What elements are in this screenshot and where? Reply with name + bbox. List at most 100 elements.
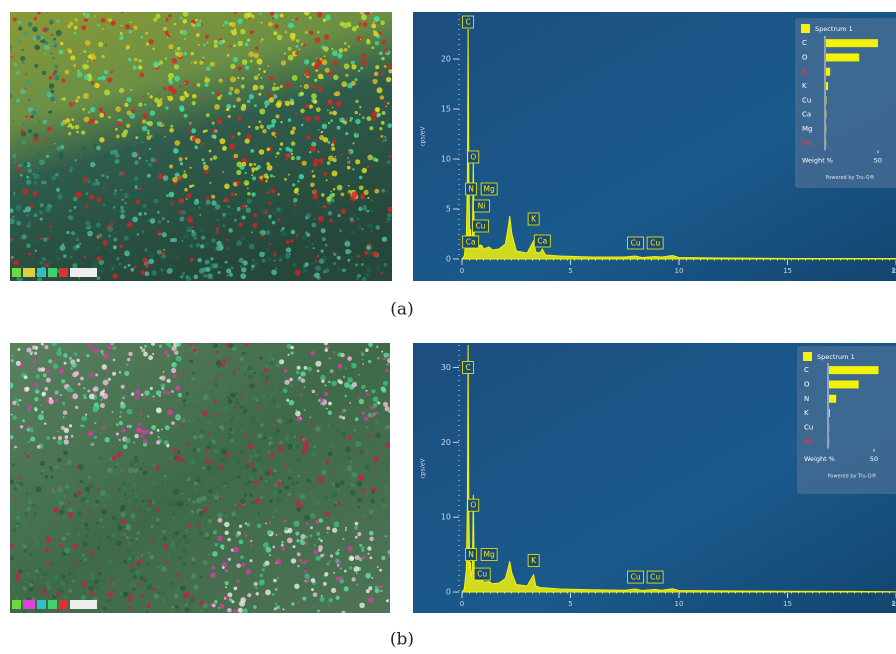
map-speck (89, 461, 91, 463)
map-speck (104, 191, 106, 193)
map-speck (271, 189, 275, 193)
map-speck (381, 351, 383, 353)
map-speck (350, 557, 353, 560)
map-speck (336, 428, 339, 431)
map-speck (49, 467, 52, 470)
map-speck (292, 19, 294, 21)
map-speck (97, 24, 100, 27)
map-speck (90, 571, 94, 575)
map-speck (224, 511, 227, 514)
map-speck (269, 76, 273, 80)
map-speck (237, 181, 241, 185)
map-speck (237, 116, 242, 121)
map-speck (11, 556, 15, 560)
map-speck (368, 597, 374, 603)
map-speck (274, 136, 276, 138)
map-speck (276, 559, 281, 564)
map-speck (302, 161, 307, 166)
map-speck (372, 251, 378, 257)
map-speck (72, 580, 75, 583)
map-speck (387, 160, 391, 164)
map-speck (184, 38, 186, 40)
map-speck (94, 15, 96, 17)
map-speck (69, 215, 74, 220)
map-speck (182, 210, 186, 214)
map-speck (225, 531, 229, 535)
map-speck (193, 435, 198, 440)
map-speck (349, 566, 353, 570)
map-speck (126, 549, 131, 554)
map-speck (82, 64, 88, 70)
map-speck (143, 113, 148, 118)
map-speck (231, 192, 235, 196)
map-speck (251, 192, 255, 196)
map-speck (217, 119, 222, 124)
map-speck (138, 423, 141, 426)
map-speck (66, 382, 68, 384)
map-speck (332, 139, 336, 143)
map-speck (144, 345, 147, 348)
map-speck (306, 522, 309, 525)
map-speck (332, 50, 338, 56)
map-speck (315, 426, 321, 432)
map-speck (182, 561, 187, 566)
map-speck (33, 192, 38, 197)
map-speck (318, 87, 323, 92)
map-speck (272, 17, 274, 19)
map-speck (120, 519, 125, 524)
map-speck (332, 158, 336, 162)
legend-label: Spectrum 1 (817, 353, 855, 361)
map-speck (20, 425, 23, 428)
map-speck (48, 502, 53, 507)
map-speck (352, 454, 354, 456)
map-speck (110, 150, 114, 154)
map-speck (101, 609, 103, 611)
map-speck (103, 504, 107, 508)
map-speck (331, 492, 336, 497)
map-speck (165, 18, 169, 22)
map-speck (128, 597, 133, 602)
map-speck (344, 382, 350, 388)
map-speck (288, 118, 292, 122)
map-speck (192, 500, 195, 503)
map-speck (322, 78, 324, 80)
map-speck (293, 545, 296, 548)
map-speck (368, 360, 371, 363)
map-speck (231, 600, 234, 603)
map-speck (32, 360, 36, 364)
map-speck (331, 381, 337, 387)
map-speck (305, 535, 308, 538)
map-speck (184, 233, 190, 239)
map-speck (375, 159, 378, 162)
map-speck (118, 487, 122, 491)
map-speck (254, 104, 257, 107)
map-speck (176, 456, 182, 462)
map-speck (130, 89, 132, 91)
map-speck (20, 88, 26, 94)
map-speck (233, 57, 238, 62)
map-speck (21, 130, 25, 134)
map-speck (213, 155, 217, 159)
map-speck (117, 121, 122, 126)
map-speck (116, 432, 119, 435)
map-speck (34, 17, 37, 20)
map-speck (359, 399, 364, 404)
map-speck (128, 606, 132, 610)
map-speck (182, 173, 187, 178)
map-speck (12, 415, 17, 420)
map-speck (53, 583, 55, 585)
map-speck (261, 234, 264, 237)
map-speck (72, 544, 77, 549)
map-speck (57, 487, 62, 492)
map-speck (347, 377, 353, 383)
map-speck (99, 113, 104, 118)
map-speck (325, 68, 330, 73)
map-speck (245, 351, 247, 353)
map-speck (115, 106, 121, 112)
map-speck (36, 486, 42, 492)
map-speck (214, 449, 219, 454)
map-speck (104, 90, 110, 96)
map-speck (63, 439, 68, 444)
map-speck (374, 456, 380, 462)
map-speck (82, 581, 87, 586)
